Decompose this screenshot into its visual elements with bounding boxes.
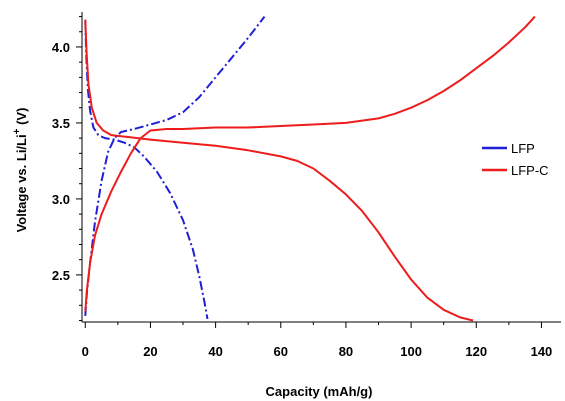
x-tick-label: 60 xyxy=(274,344,288,359)
legend: LFP LFP-C xyxy=(482,141,549,178)
y-tick-label: 2.5 xyxy=(52,268,70,283)
x-tick-label: 40 xyxy=(208,344,222,359)
legend-label-lfp: LFP xyxy=(511,141,535,156)
legend-label-lfp-c: LFP-C xyxy=(511,163,549,178)
y-tick-label: 3.5 xyxy=(52,116,70,131)
lfp-charge-curve xyxy=(84,15,266,316)
y-axis: 2.5 3.0 3.5 4.0 xyxy=(52,12,83,322)
x-axis-title: Capacity (mAh/g) xyxy=(266,384,373,399)
x-axis: 0 20 40 60 80 100 120 140 xyxy=(82,321,561,359)
y-tick-label: 3.0 xyxy=(52,192,70,207)
y-tick-label: 4.0 xyxy=(52,40,70,55)
lfp-c-charge-curve xyxy=(84,15,536,312)
plot-area xyxy=(84,15,536,322)
lfp-c-discharge-curve xyxy=(84,19,474,322)
x-tick-label: 140 xyxy=(531,344,553,359)
x-tick-label: 100 xyxy=(400,344,422,359)
y-axis-title-unit: (V) xyxy=(14,108,29,129)
x-tick-label: 80 xyxy=(339,344,353,359)
y-axis-title-main: Voltage vs. Li/Li xyxy=(14,134,29,232)
y-axis-title-superscript: + xyxy=(12,128,23,134)
x-tick-label: 20 xyxy=(143,344,157,359)
y-axis-title: Voltage vs. Li/Li+ (V) xyxy=(12,108,29,233)
lfp-discharge-curve xyxy=(84,21,209,320)
x-tick-label: 120 xyxy=(465,344,487,359)
x-tick-label: 0 xyxy=(82,344,89,359)
